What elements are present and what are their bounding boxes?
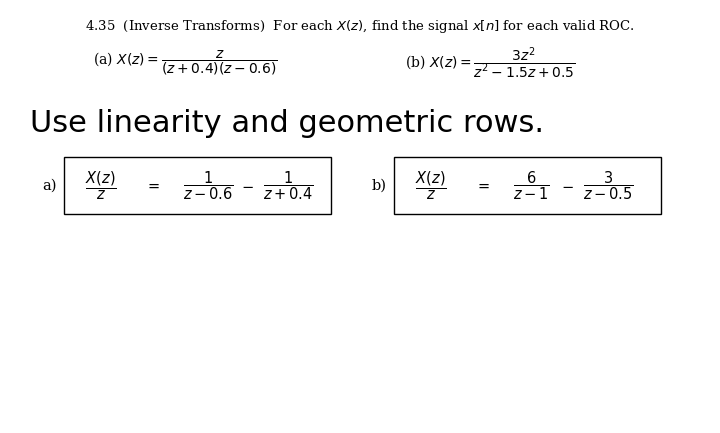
Text: $=$: $=$ — [145, 178, 161, 193]
Text: $-$: $-$ — [561, 178, 573, 193]
Text: $\dfrac{3}{z-0.5}$: $\dfrac{3}{z-0.5}$ — [583, 169, 634, 202]
Text: $\dfrac{X(z)}{z}$: $\dfrac{X(z)}{z}$ — [85, 169, 117, 202]
Text: b): b) — [372, 178, 387, 193]
Text: $\dfrac{X(z)}{z}$: $\dfrac{X(z)}{z}$ — [415, 169, 446, 202]
Text: a): a) — [42, 178, 57, 193]
FancyBboxPatch shape — [64, 157, 331, 214]
Text: Use linearity and geometric rows.: Use linearity and geometric rows. — [30, 109, 544, 138]
Text: (b) $X(z) = \dfrac{3z^2}{z^2 - 1.5z + 0.5}$: (b) $X(z) = \dfrac{3z^2}{z^2 - 1.5z + 0.… — [405, 45, 575, 81]
Text: $\dfrac{1}{z-0.6}$: $\dfrac{1}{z-0.6}$ — [183, 169, 234, 202]
Text: $\dfrac{1}{z+0.4}$: $\dfrac{1}{z+0.4}$ — [263, 169, 314, 202]
Text: $-$: $-$ — [240, 178, 253, 193]
Text: $=$: $=$ — [475, 178, 491, 193]
Text: (a) $X(z) = \dfrac{z}{(z+0.4)(z-0.6)}$: (a) $X(z) = \dfrac{z}{(z+0.4)(z-0.6)}$ — [93, 49, 277, 77]
Text: $\dfrac{6}{z-1}$: $\dfrac{6}{z-1}$ — [513, 169, 550, 202]
Text: 4.35  (Inverse Transforms)  For each $X(z)$, find the signal $x[n]$ for each val: 4.35 (Inverse Transforms) For each $X(z)… — [85, 18, 635, 35]
FancyBboxPatch shape — [394, 157, 661, 214]
